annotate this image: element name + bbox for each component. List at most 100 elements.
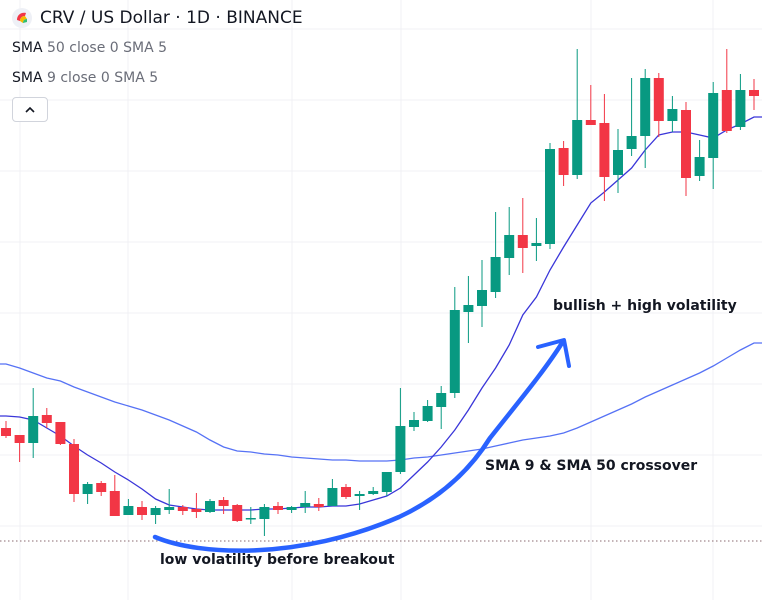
sma-line-sma-9 <box>0 116 762 511</box>
candle-body <box>245 518 256 520</box>
candle-body <box>545 149 555 244</box>
annotation-bullish: bullish + high volatility <box>553 298 737 314</box>
candle-bearish <box>721 49 732 133</box>
candle-body <box>218 500 229 506</box>
candle-body <box>341 487 351 497</box>
arrowhead-icon <box>536 338 571 368</box>
candle-body <box>585 120 596 125</box>
candle-bearish <box>41 408 52 428</box>
candle-bullish <box>164 489 175 514</box>
candle-bearish <box>313 498 324 511</box>
candle-body <box>531 243 542 246</box>
candle-bearish <box>341 484 351 499</box>
moving-average-lines <box>0 116 762 511</box>
candle-bullish <box>436 386 447 429</box>
indicator-params: 9 close 0 SMA 5 <box>47 70 159 86</box>
candle-bearish <box>558 141 569 186</box>
candle-body <box>626 136 637 149</box>
candle-bullish <box>327 479 338 506</box>
candle-body <box>286 507 297 510</box>
symbol-title[interactable]: CRV / US Dollar · 1D · BINANCE <box>40 8 303 28</box>
candle-body <box>749 90 759 96</box>
annotation-low-volatility: low volatility before breakout <box>160 552 395 568</box>
legend-sma-50[interactable]: SMA 50 close 0 SMA 5 <box>12 40 167 56</box>
candle-body <box>517 235 528 248</box>
candle-body <box>82 484 93 494</box>
candle-body <box>1 428 11 436</box>
candle-body <box>109 491 120 516</box>
candle-body <box>368 491 379 494</box>
candle-body <box>273 506 283 510</box>
candle-bullish <box>368 487 379 495</box>
curve-logo-icon <box>12 8 32 28</box>
candle-bullish <box>245 507 256 524</box>
candle-bullish <box>504 207 515 275</box>
candle-body <box>381 472 392 492</box>
candle-body <box>191 509 202 512</box>
candle-bullish <box>708 82 719 189</box>
candle-bullish <box>286 506 297 513</box>
candle-body <box>667 109 678 121</box>
candle-bearish <box>273 502 283 514</box>
candle-bullish <box>449 287 460 398</box>
candle-bearish <box>681 102 691 196</box>
candle-body <box>653 78 664 121</box>
candle-body <box>28 416 39 443</box>
candle-body <box>123 506 134 515</box>
annotation-crossover: SMA 9 & SMA 50 crossover <box>485 458 698 474</box>
candle-body <box>354 494 365 496</box>
candle-bullish <box>572 49 583 179</box>
candle-bearish <box>599 94 610 201</box>
candle-body <box>41 415 52 423</box>
candle-bearish <box>177 505 188 515</box>
candle-bearish <box>191 493 202 518</box>
candle-body <box>259 507 270 519</box>
candle-body <box>599 123 610 177</box>
candle-body <box>449 310 460 393</box>
candle-bearish <box>96 481 107 496</box>
candle-bearish <box>218 497 229 514</box>
candle-body <box>463 305 474 312</box>
candle-body <box>14 435 25 443</box>
candle-bullish <box>259 504 270 536</box>
candle-body <box>55 422 66 444</box>
candle-body <box>327 488 338 506</box>
candle-bearish <box>749 79 759 110</box>
candle-bearish <box>1 421 11 438</box>
indicator-name: SMA <box>12 70 43 86</box>
candle-bullish <box>300 491 311 513</box>
candle-body <box>681 110 691 178</box>
candle-bullish <box>123 499 134 515</box>
candle-bullish <box>477 260 487 327</box>
candle-bullish <box>735 74 746 130</box>
candle-bullish <box>205 499 215 513</box>
candle-body <box>409 420 419 427</box>
legend-sma-9[interactable]: SMA 9 close 0 SMA 5 <box>12 70 158 86</box>
candle-bullish <box>422 400 433 422</box>
candle-bullish <box>395 388 406 474</box>
candle-bullish <box>82 482 93 504</box>
candle-bullish <box>613 129 623 193</box>
chart-header: CRV / US Dollar · 1D · BINANCE <box>12 8 303 28</box>
collapse-legend-button[interactable] <box>12 97 48 122</box>
indicator-name: SMA <box>12 40 43 56</box>
candle-body <box>177 507 188 511</box>
chevron-up-icon <box>25 106 35 113</box>
candle-body <box>694 157 705 176</box>
candle-body <box>164 507 175 510</box>
candle-body <box>558 148 569 175</box>
candle-bearish <box>232 504 243 522</box>
candle-bearish <box>653 73 664 137</box>
curved-arrow-icon <box>152 340 565 553</box>
candles <box>1 49 759 536</box>
candle-body <box>150 508 161 515</box>
candle-bullish <box>490 212 501 298</box>
candle-body <box>422 406 433 421</box>
candle-body <box>708 93 719 158</box>
candle-body <box>205 501 215 512</box>
candle-body <box>436 393 447 407</box>
annotation-arrow <box>152 338 571 553</box>
candle-body <box>504 235 515 258</box>
candle-bearish <box>69 439 79 502</box>
